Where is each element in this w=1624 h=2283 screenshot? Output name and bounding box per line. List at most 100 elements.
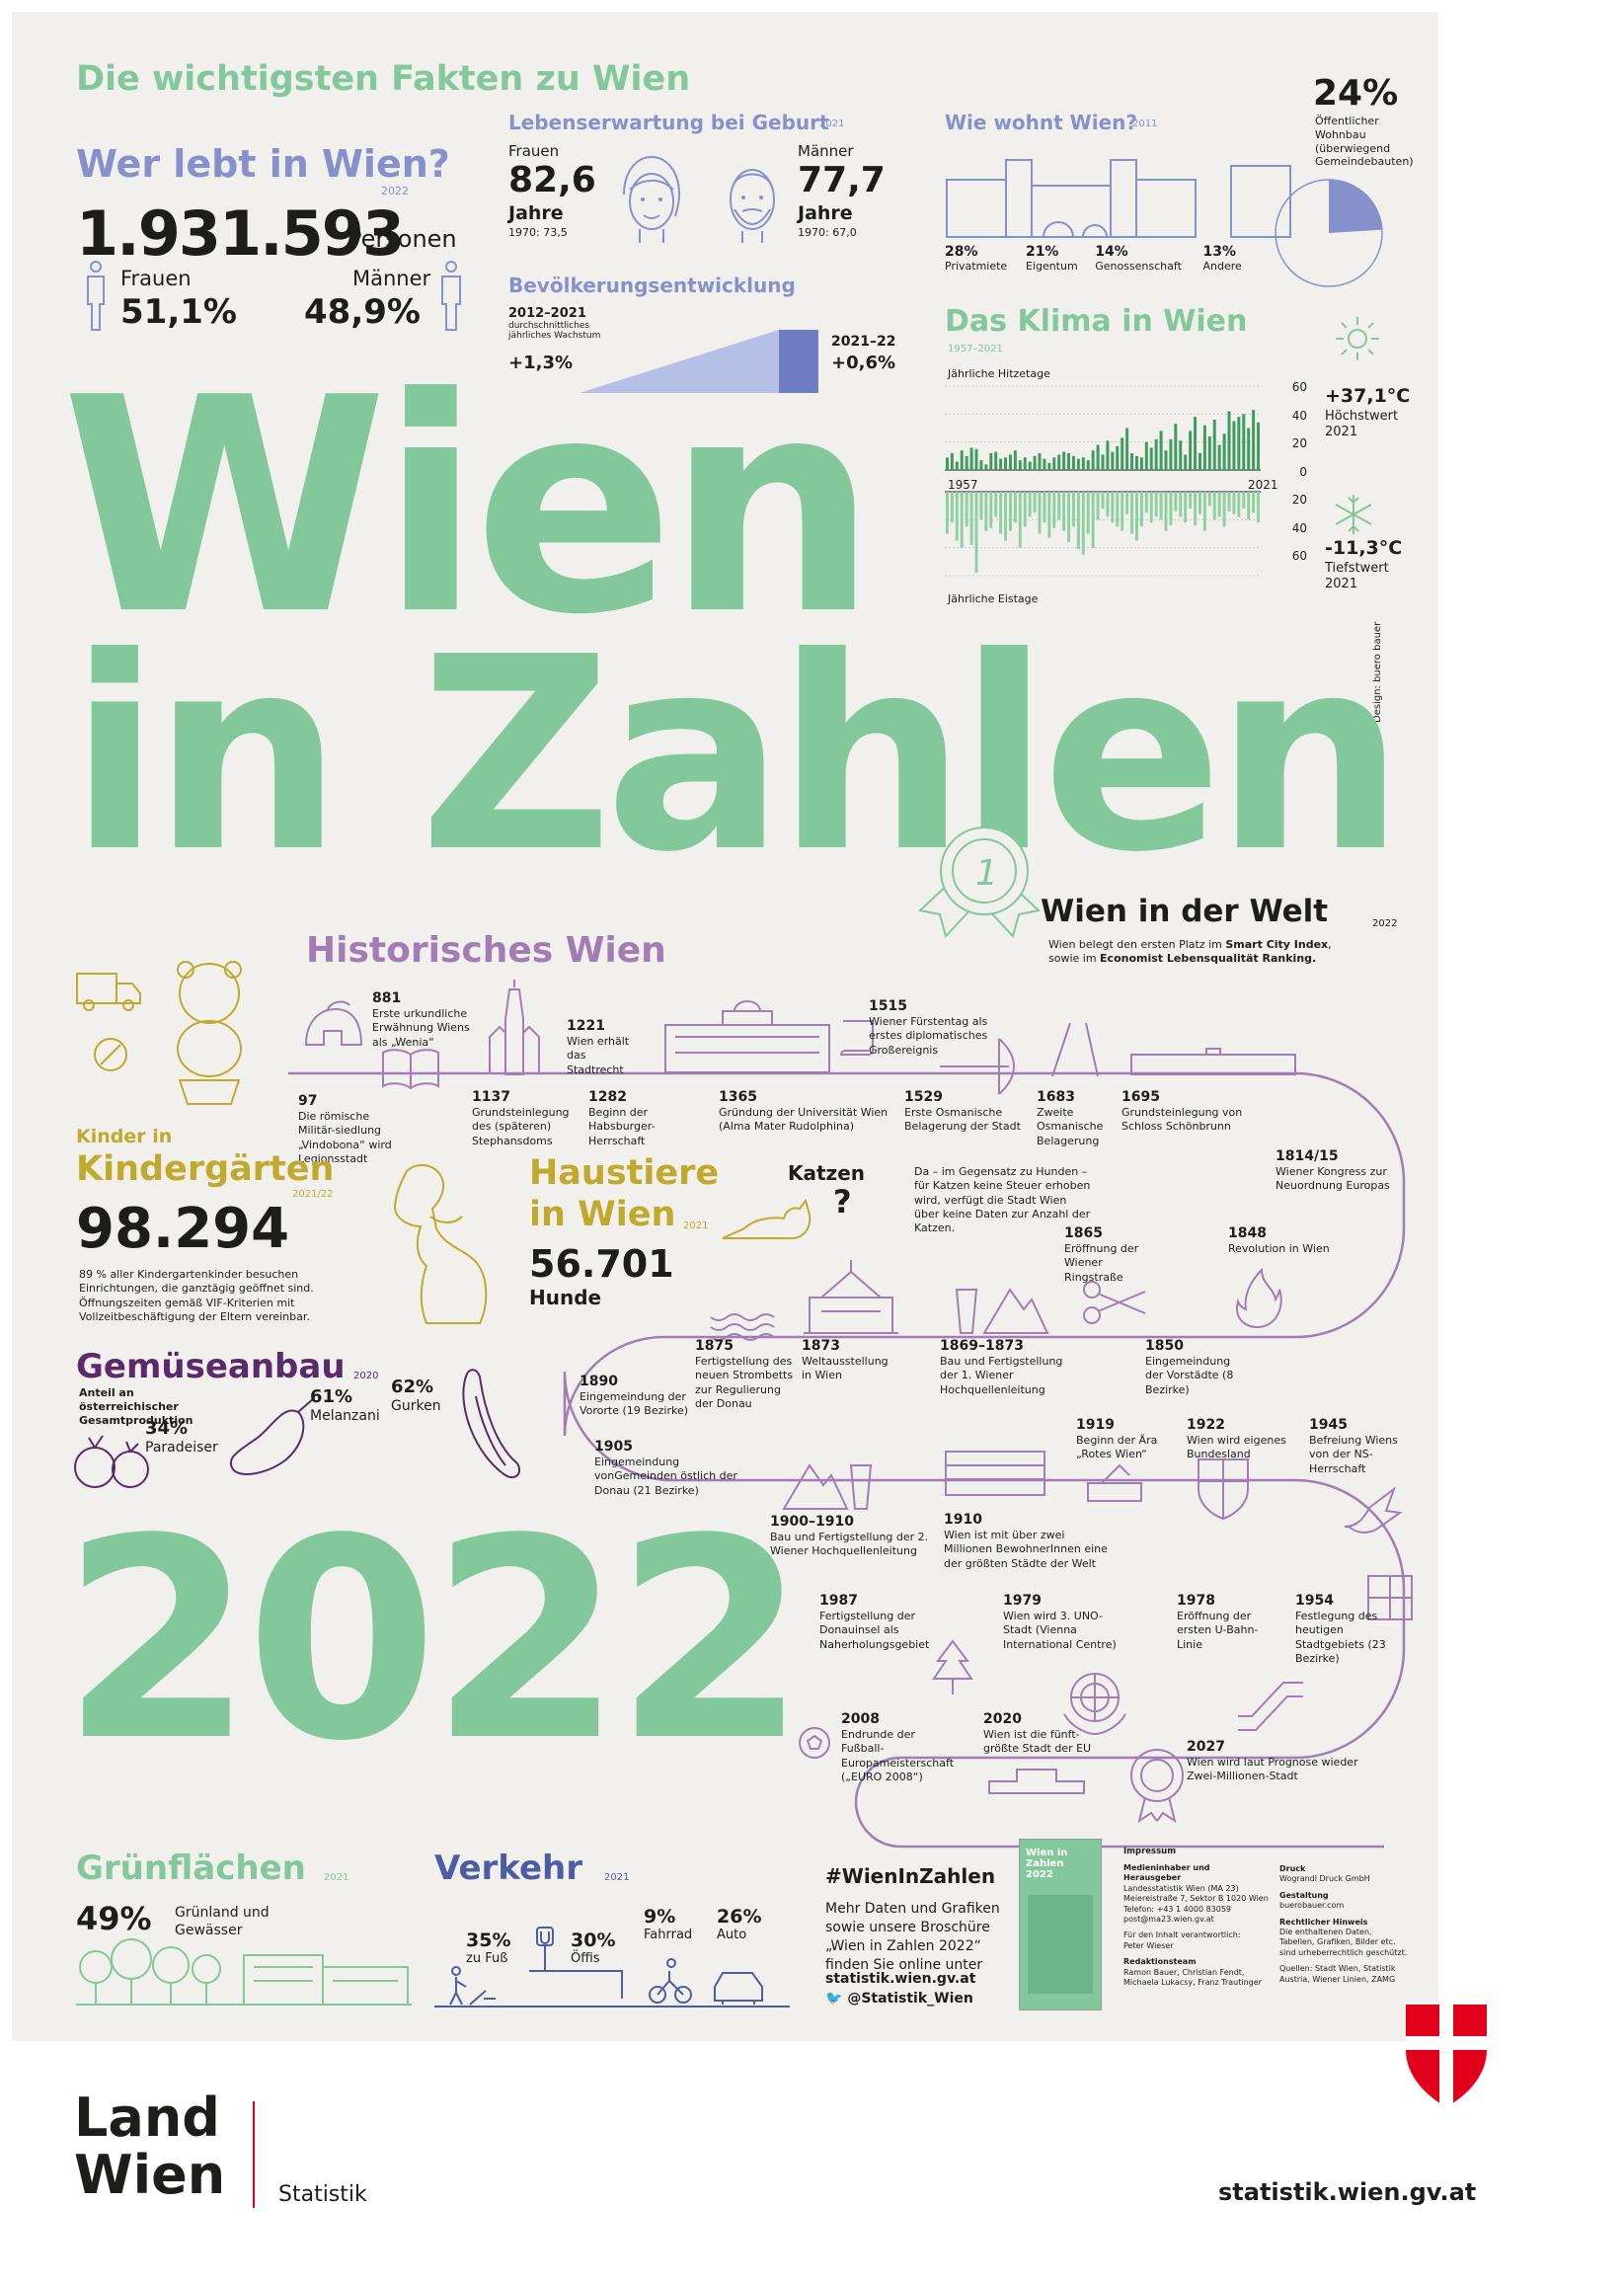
hot-days-bar (984, 464, 988, 470)
tick-label: 60 (1291, 380, 1307, 394)
ice-days-bar (1106, 492, 1110, 517)
ice-days-bar (965, 492, 968, 527)
green-label: Grünland und Gewässer (175, 1905, 270, 1939)
ice-days-bar (1207, 492, 1211, 507)
ice-days-bar (1144, 492, 1148, 513)
ice-days-bar (979, 492, 983, 520)
arrows-icon (1051, 1022, 1099, 1077)
max-year: 2021 (1325, 425, 1358, 439)
tick-label: 20 (1291, 436, 1307, 450)
hot-days-bar (999, 458, 1003, 470)
male-person-icon (441, 261, 461, 331)
title-line-2022: 2022 (61, 1480, 807, 1802)
max-label: Höchstwert (1325, 409, 1399, 424)
pets-unit: Hunde (529, 1286, 602, 1309)
veg-item-label: Gurken (391, 1398, 441, 1414)
ice-days-bar (1013, 492, 1017, 523)
veg-subtitle: Anteil an österreichischer Gesamtprodukt… (79, 1386, 193, 1427)
green-title: Grünflächen (76, 1849, 306, 1888)
university-icon (664, 1000, 830, 1073)
tick-label: 20 (1291, 493, 1307, 507)
timeline-event: 1814/15 Wiener Kongress zur Neuordnung Eu… (1276, 1148, 1390, 1193)
ice-days-bar (1052, 492, 1056, 528)
max-temp: +37,1°C (1325, 385, 1411, 407)
ice-days-bar (1252, 492, 1256, 513)
timeline-event: 1365 Gründung der Universität Wien (Alma … (719, 1089, 889, 1134)
title-line-wien: Wien (61, 335, 878, 679)
fireworks-icon (1236, 1267, 1282, 1329)
ice-days-bar (1043, 492, 1046, 523)
climate-end: 2021 (1248, 478, 1278, 492)
hot-days-bar (1043, 458, 1046, 470)
traffic-item-label: Fahrrad (644, 1928, 693, 1942)
hot-days-bar (1130, 453, 1134, 470)
svg-text:1: 1 (975, 853, 998, 894)
population-year: 2022 (381, 185, 409, 197)
veg-item-label: Melanzani (310, 1408, 380, 1424)
timeline-event: 1945 Befreiung Wiens von der NS-Herrschaf… (1309, 1417, 1398, 1475)
pets-value: 56.701 (529, 1242, 674, 1286)
hot-days-bar (965, 455, 968, 470)
men-value: 77,7 (798, 160, 886, 200)
river-waves-icon (710, 1313, 775, 1341)
women-1970: 1970: 73,5 (508, 226, 568, 239)
hot-days-bar (1149, 447, 1153, 470)
history-title: Historisches Wien (306, 930, 666, 971)
veg-item-label: Paradeiser (145, 1440, 218, 1456)
population-title: Wer lebt in Wien? (76, 142, 450, 186)
climate-period: 1957–2021 (948, 344, 1003, 354)
hot-days-bar (969, 447, 973, 470)
housing-item: 21% Eigentum (1025, 244, 1078, 273)
park-city-icon (76, 1938, 412, 2006)
hashtag-url[interactable]: statistik.wien.gv.at (825, 1971, 976, 1987)
timeline-path (288, 1071, 1406, 1849)
growth-period2-value: +0,6% (831, 353, 896, 373)
ice-days-bar (950, 492, 954, 523)
un-emblem-icon (1063, 1673, 1126, 1735)
hot-days-bar (1164, 450, 1168, 470)
ice-days-bar (1134, 492, 1138, 541)
timeline-event: 881 Erste urkundliche Erwähnung Wiens als… (372, 990, 470, 1049)
women-label: Frauen (508, 142, 560, 160)
ice-days-bar (1076, 492, 1080, 550)
sun-icon (1336, 317, 1379, 360)
timeline-event: 1221 Wien erhält das Stadtrecht (567, 1018, 630, 1076)
poster: Die wichtigsten Fakten zu Wien Wer lebt … (12, 12, 1438, 2041)
hot-days-bar (945, 457, 949, 470)
crowd-icon (945, 1451, 1045, 1496)
pets-title2: in Wien (529, 1195, 676, 1234)
vienna-coat-icon (1198, 1458, 1249, 1521)
man-face-icon (730, 169, 775, 243)
ice-days-bar (969, 492, 973, 545)
hashtag-text: Mehr Daten und Grafiken sowie unsere Bro… (825, 1901, 1000, 1973)
footer-divider (253, 2101, 255, 2208)
ice-days-bar (1101, 492, 1105, 509)
cats-title: Katzen (788, 1161, 865, 1185)
traffic-year: 2021 (604, 1872, 630, 1883)
escalator-icon (1238, 1682, 1303, 1731)
public-housing-pct: 24% (1313, 73, 1399, 114)
twitter-handle[interactable]: 🐦 @Statistik_Wien (825, 1991, 973, 2007)
ice-days-bar (1247, 492, 1251, 520)
ice-days-bar (1091, 492, 1095, 548)
toys-icon (76, 961, 242, 1105)
hot-days-bar (1134, 455, 1138, 470)
footer-url[interactable]: statistik.wien.gv.at (1218, 2178, 1477, 2206)
ice-days-bar (1139, 492, 1143, 527)
ice-days-bar (1008, 492, 1012, 531)
pets-title1: Haustiere (529, 1153, 720, 1193)
hot-days-bar (1179, 440, 1183, 470)
housing-item: 13% Andere (1202, 244, 1242, 273)
hot-days-bar (1257, 422, 1261, 470)
timeline-event: 1890 Eingemeindung der Vororte (19 Bezirk… (580, 1374, 688, 1418)
hot-days-bar (1071, 455, 1075, 470)
kindergarten-title1: Kinder in (76, 1126, 173, 1147)
hot-days-bar (979, 460, 983, 470)
ice-days-bar (999, 492, 1003, 534)
mountain-glass-icon (955, 1288, 1049, 1334)
timeline-event: 1910 Wien ist mit über zwei Millionen Bew… (944, 1512, 1108, 1570)
timeline-event: 1683 Zweite Osmanische Belagerung (1037, 1089, 1104, 1147)
hot-days-bar (1111, 451, 1115, 470)
growth-period1: 2012–2021 (508, 306, 586, 321)
hot-days-bar (1212, 420, 1216, 470)
